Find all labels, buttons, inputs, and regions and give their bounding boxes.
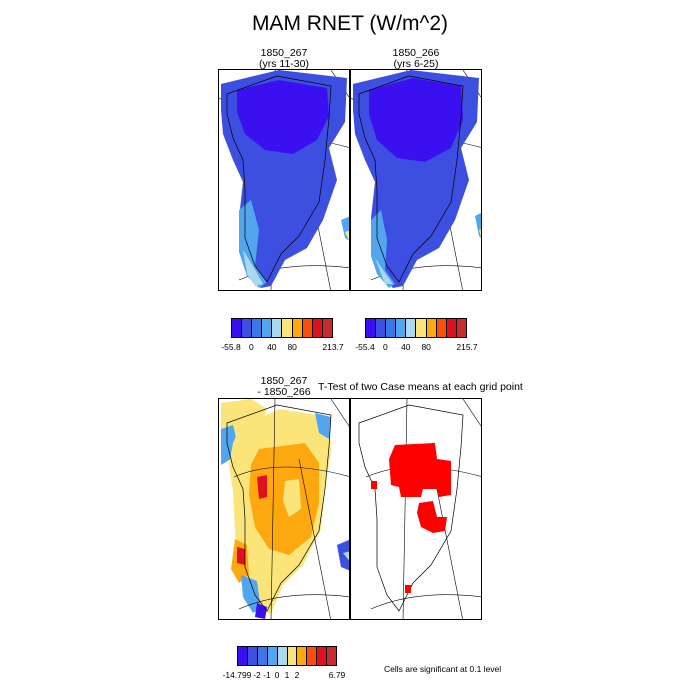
colorbar-case-267-ticks: -55.8 0 40 80 213.7 <box>221 342 343 354</box>
colorbar-case-266-swatch <box>426 319 437 337</box>
panel-c-minus-label: - 1850_266 <box>257 386 311 398</box>
colorbar-case-267-swatch <box>252 319 263 337</box>
colorbar-case-267-swatch <box>262 319 273 337</box>
greenland-map-difference <box>219 399 349 619</box>
greenland-map-case-267 <box>219 70 349 290</box>
colorbar-case-266-swatch <box>416 319 427 337</box>
colorbar-case-267-swatch <box>312 319 323 337</box>
colorbar-difference-swatch <box>297 647 308 665</box>
colorbar-case-267 <box>231 318 333 338</box>
greenland-map-ttest <box>358 399 481 619</box>
panel-a-case-label: 1850_267 <box>260 47 308 59</box>
panel-b-case-label: 1850_266 <box>392 47 440 59</box>
greenland-map-case-266 <box>351 70 481 290</box>
colorbar-case-267-tick-label: 213.7 <box>322 342 344 352</box>
colorbar-difference <box>237 646 337 666</box>
colorbar-difference-swatch <box>287 647 298 665</box>
colorbar-difference-swatch <box>307 647 318 665</box>
panel-a-years-label: (yrs 11-30) <box>259 58 309 70</box>
panel-b-title: 1850_266 (yrs 6-25) <box>350 48 482 70</box>
colorbar-case-266-swatch <box>456 319 466 337</box>
colorbar-difference-tick-label: -2 <box>253 670 261 680</box>
panel-a-title: 1850_267 (yrs 11-30) <box>218 48 350 70</box>
colorbar-difference-tick-label: 6.79 <box>328 670 346 680</box>
colorbar-case-266-tick-label: 0 <box>383 342 388 352</box>
map-panel-case-266 <box>350 69 482 291</box>
colorbar-difference-ticks: -14.799 -2 -1 0 1 2 6.79 <box>223 670 346 682</box>
colorbar-difference-tick-label: -14.799 <box>222 670 252 680</box>
colorbar-case-266-tick-label: 215.7 <box>456 342 478 352</box>
colorbar-difference-swatch <box>327 647 337 665</box>
colorbar-case-267-tick-label: -55.8 <box>221 342 241 352</box>
colorbar-case-266 <box>365 318 467 338</box>
colorbar-difference-swatch <box>317 647 328 665</box>
colorbar-case-267-tick-label: 0 <box>249 342 254 352</box>
significance-note: Cells are significant at 0.1 level <box>384 664 502 674</box>
colorbar-difference-tick-label: 2 <box>294 670 300 680</box>
panel-b-years-label: (yrs 6-25) <box>393 58 439 70</box>
colorbar-difference-tick-label: -1 <box>263 670 271 680</box>
colorbar-case-267-swatch <box>322 319 332 337</box>
colorbar-case-266-swatch <box>366 319 377 337</box>
colorbar-difference-swatch <box>277 647 288 665</box>
colorbar-case-267-tick-label: 80 <box>287 342 297 352</box>
map-panel-case-267 <box>218 69 350 291</box>
colorbar-case-267-swatch <box>302 319 313 337</box>
colorbar-case-266-swatch <box>376 319 387 337</box>
colorbar-difference-swatch <box>238 647 248 665</box>
colorbar-difference-tick-label: 1 <box>284 670 290 680</box>
colorbar-case-267-tick-label: 40 <box>267 342 277 352</box>
colorbar-case-266-tick-label: 40 <box>401 342 411 352</box>
colorbar-case-267-swatch <box>272 319 283 337</box>
colorbar-difference-swatch <box>257 647 268 665</box>
map-panel-difference <box>218 398 350 620</box>
colorbar-difference-swatch <box>247 647 258 665</box>
colorbar-case-266-swatch <box>436 319 447 337</box>
colorbar-case-266-tick-label: -55.4 <box>355 342 375 352</box>
colorbar-case-266-tick-label: 80 <box>421 342 431 352</box>
page-title: MAM RNET (W/m^2) <box>251 12 449 35</box>
colorbar-case-267-swatch <box>282 319 293 337</box>
colorbar-case-266-swatch <box>396 319 407 337</box>
colorbar-case-266-swatch <box>406 319 417 337</box>
map-panel-ttest <box>350 398 482 620</box>
colorbar-case-267-swatch <box>232 319 243 337</box>
panel-d-title: T-Test of two Case means at each grid po… <box>318 381 523 393</box>
colorbar-difference-swatch <box>267 647 278 665</box>
colorbar-case-267-swatch <box>292 319 303 337</box>
colorbar-case-267-swatch <box>242 319 253 337</box>
colorbar-case-266-swatch <box>446 319 457 337</box>
colorbar-case-266-ticks: -55.4 0 40 80 215.7 <box>355 342 477 354</box>
panel-c-title: 1850_267 - 1850_266 <box>218 376 350 398</box>
colorbar-case-266-swatch <box>386 319 397 337</box>
colorbar-difference-tick-label: 0 <box>274 670 280 680</box>
panel-c-case-label: 1850_267 <box>260 375 308 387</box>
